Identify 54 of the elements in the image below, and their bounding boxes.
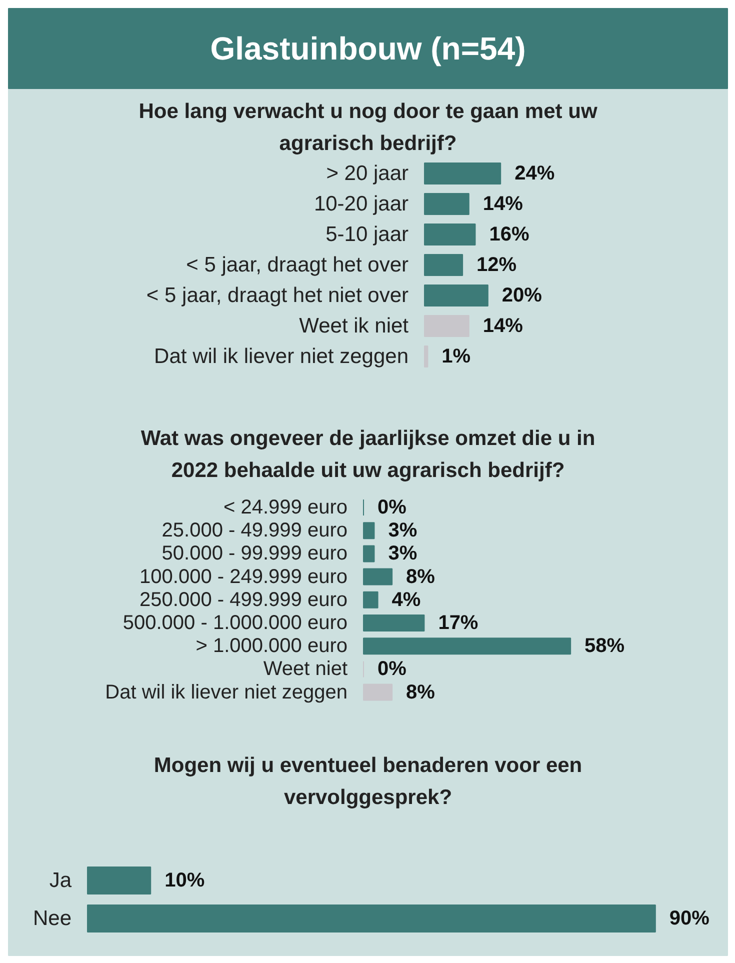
data-label: 24% xyxy=(514,162,555,184)
chart-subtitle: Hoe lang verwacht u nog door te gaan met uw agrarisch bedrijf? xyxy=(138,100,598,155)
data-label: 17% xyxy=(438,612,478,634)
y-tick-label: > 20 jaar xyxy=(326,162,409,185)
y-tick-label: Weet niet xyxy=(263,658,348,680)
bar xyxy=(363,522,375,540)
y-tick-label: Ja xyxy=(49,869,72,892)
bar xyxy=(363,684,393,701)
bar xyxy=(424,315,470,337)
data-label: 4% xyxy=(392,588,421,611)
data-label: 8% xyxy=(406,681,436,704)
chart-title: Mogen wij u eventueel benaderen voor een vervolggesprek? xyxy=(154,754,582,809)
y-tick-label: Dat wil ik liever niet zeggen xyxy=(105,681,348,704)
y-tick-label: < 24.999 euro xyxy=(224,496,348,518)
y-tick-label: 10-20 jaar xyxy=(314,192,409,216)
y-tick-label: 500.000 - 1.000.000 euro xyxy=(122,612,348,634)
bar xyxy=(363,568,393,586)
data-label: 14% xyxy=(482,193,524,215)
bar xyxy=(424,346,428,368)
data-label: 90% xyxy=(669,908,710,930)
y-tick-label: < 5 jaar, draagt het over xyxy=(186,254,409,276)
bar xyxy=(424,193,470,215)
data-label: 10% xyxy=(164,870,205,892)
data-label: 1% xyxy=(442,346,471,368)
data-label: 12% xyxy=(476,254,517,276)
y-tick-label: 25.000 - 49.999 euro xyxy=(162,520,348,542)
y-tick-label: < 5 jaar, draagt het niet over xyxy=(146,284,409,307)
bar xyxy=(424,162,502,184)
data-label: 8% xyxy=(406,566,436,588)
data-label: 3% xyxy=(388,542,418,565)
y-tick-label: 100.000 - 249.999 euro xyxy=(140,566,348,588)
y-tick-label: Dat wil ik liever niet zeggen xyxy=(154,345,408,368)
bar xyxy=(363,591,378,608)
y-tick-label: > 1.000.000 euro xyxy=(196,635,348,658)
data-label: 3% xyxy=(388,520,418,542)
bar xyxy=(363,638,572,655)
data-label: 0% xyxy=(378,658,407,680)
bar xyxy=(424,284,488,306)
bar xyxy=(424,224,476,246)
chart-title: Glastuinbouw (n=54) xyxy=(210,30,526,66)
bar xyxy=(363,614,425,632)
data-label: 14% xyxy=(482,315,524,337)
data-label: 16% xyxy=(489,224,530,246)
bar xyxy=(363,545,375,562)
y-tick-label: Nee xyxy=(32,907,72,930)
y-tick-label: Weet ik niet xyxy=(299,314,409,338)
data-label: 58% xyxy=(584,635,625,658)
y-tick-label: 250.000 - 499.999 euro xyxy=(140,588,348,611)
y-tick-label: 5-10 jaar xyxy=(326,223,409,246)
bar xyxy=(424,254,464,276)
chart-title: Wat was ongeveer de jaarlijkse omzet die u in 2022 behaalde uit uw agrarisch bedrijf? xyxy=(140,427,596,482)
y-tick-label: 50.000 - 99.999 euro xyxy=(162,542,348,565)
data-label: 0% xyxy=(378,496,407,518)
data-label: 20% xyxy=(502,284,542,306)
